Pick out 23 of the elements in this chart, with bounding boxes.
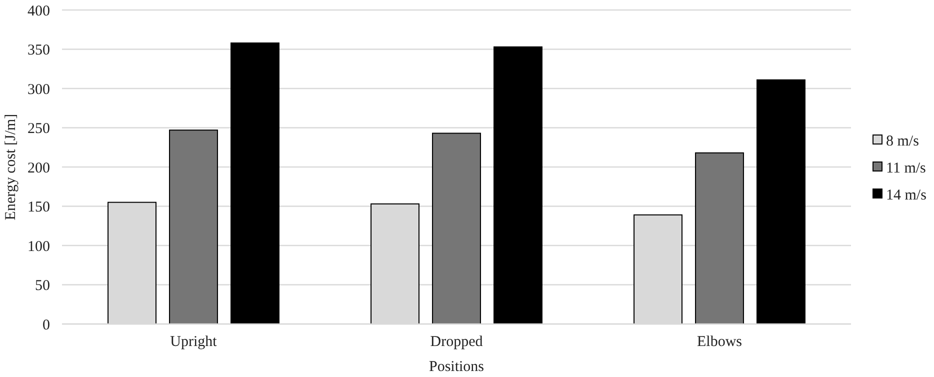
y-axis-title: Energy cost [J/m]: [3, 114, 19, 220]
y-tick-label: 250: [28, 121, 50, 137]
bar: [695, 152, 744, 324]
x-tick-label: Upright: [170, 334, 218, 350]
y-tick-label: 100: [28, 238, 50, 255]
bar: [494, 46, 542, 324]
y-tick-label: 350: [28, 42, 50, 58]
legend-label: 14 m/s: [886, 187, 927, 204]
legend-label: 8 m/s: [886, 133, 920, 150]
y-tick-label: 50: [35, 278, 50, 294]
bar: [230, 42, 280, 324]
bar: [432, 132, 481, 324]
y-tick-label: 200: [28, 160, 50, 176]
y-tick-label: 150: [28, 200, 50, 216]
y-tick-label: 400: [28, 3, 50, 20]
x-axis-title: Positions: [428, 359, 484, 375]
bar: [169, 130, 218, 324]
legend-label: 11 m/s: [886, 160, 926, 176]
x-tick-label: Elbows: [697, 334, 742, 350]
y-tick-label: 300: [28, 82, 50, 98]
x-tick-label: Dropped: [430, 334, 484, 350]
y-tick-label: 0: [42, 317, 50, 334]
bar: [756, 79, 806, 324]
